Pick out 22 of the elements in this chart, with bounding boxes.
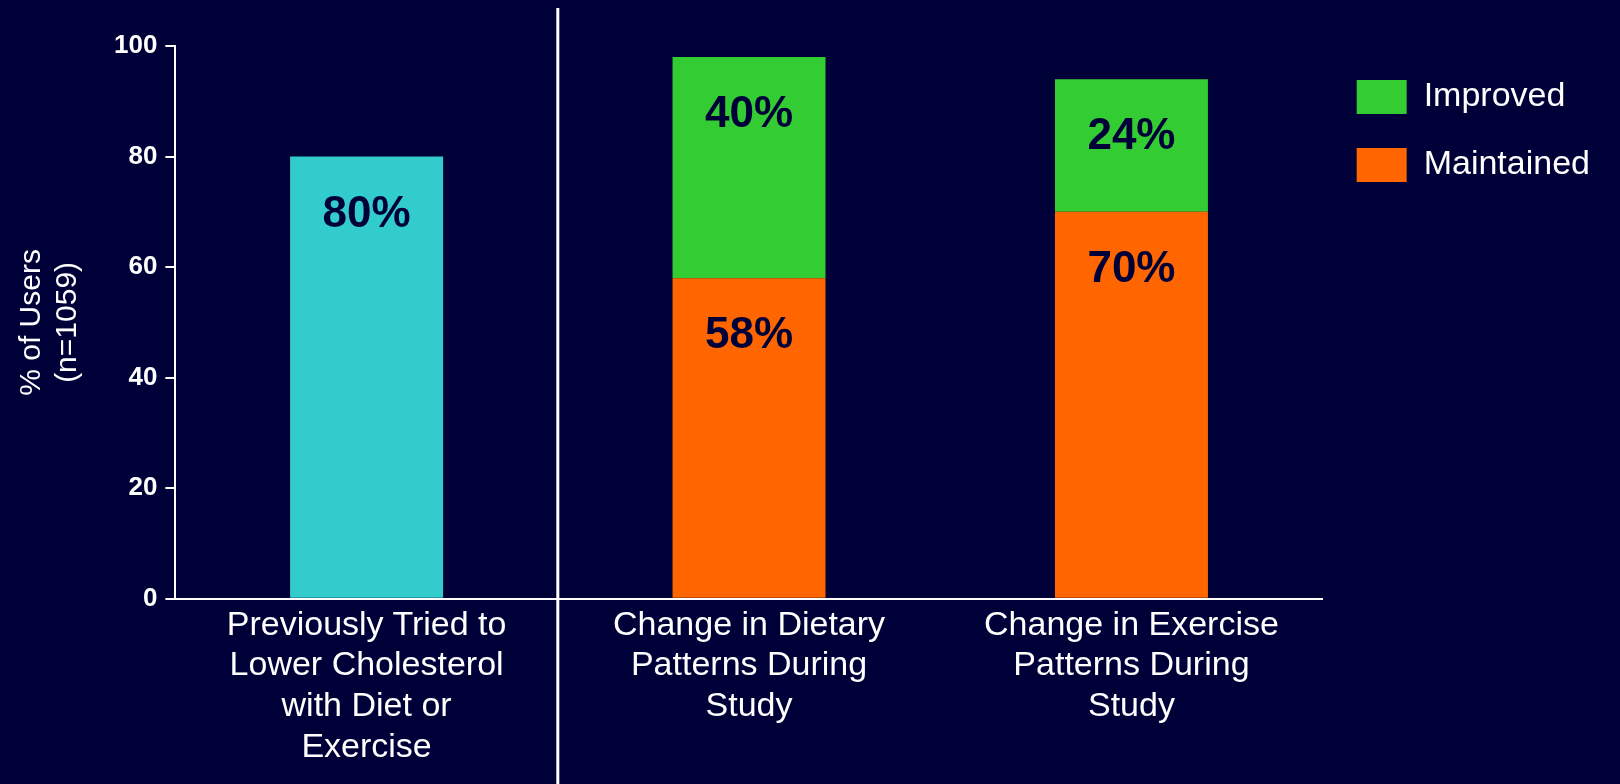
x-tick-label: Previously Tried to Lower Cholesterol with Diet or Exercise: [226, 603, 507, 764]
data-label: 58%: [704, 308, 794, 358]
x-tick-label: Change in Dietary Patterns During Study: [612, 603, 886, 724]
bar: [290, 156, 444, 598]
data-label: 40%: [704, 87, 794, 137]
legend-label: Maintained: [1423, 143, 1591, 182]
bar: [1054, 79, 1208, 212]
y-tick-label: 20: [128, 471, 158, 502]
y-tick-label: 40: [128, 360, 158, 391]
bar: [672, 57, 826, 279]
y-axis-title: % of Users (n=1059): [13, 249, 83, 396]
x-tick-label: Change in Exercise Patterns During Study: [984, 603, 1279, 724]
y-tick-label: 0: [142, 581, 158, 612]
y-tick-label: 60: [128, 250, 158, 281]
legend-label: Improved: [1423, 75, 1566, 114]
bar: [672, 278, 826, 598]
data-label: 24%: [1087, 109, 1176, 159]
y-tick-label: 100: [113, 29, 158, 60]
data-label: 80%: [322, 186, 411, 236]
y-tick-label: 80: [128, 139, 158, 170]
data-label: 70%: [1087, 241, 1176, 291]
bar: [1054, 211, 1208, 598]
